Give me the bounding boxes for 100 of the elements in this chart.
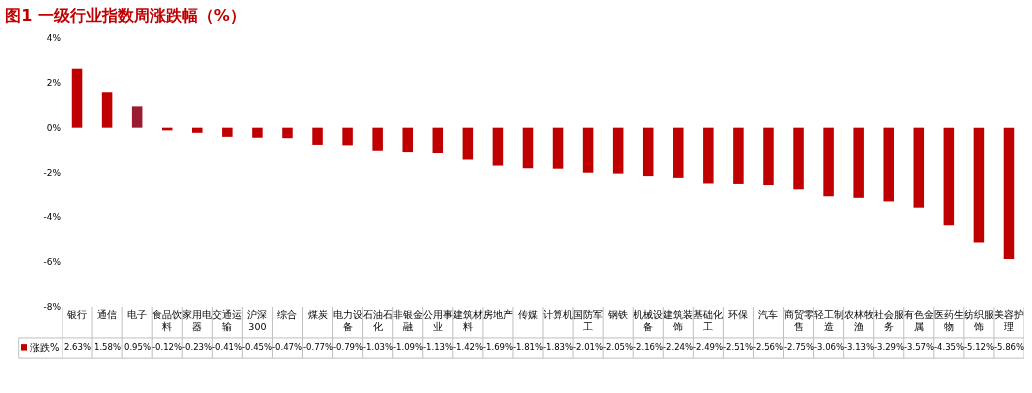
bar [432,127,444,153]
x-tick-label: 公用事业 [422,308,453,332]
x-tick-label: 食品饮料 [152,308,183,332]
bar [853,127,864,198]
bar [282,127,293,139]
x-tick-label: 医药生物 [933,308,964,332]
data-label: -5.86% [994,342,1025,352]
x-tick-label: 环保 [728,308,749,320]
bar [883,127,894,202]
bar [793,127,804,190]
x-tick-label: 基础化工 [693,308,724,332]
x-tick-label: 商贸零售 [783,308,814,332]
data-label: -2.49% [693,342,724,352]
data-label: -1.69% [483,342,514,352]
bar [402,127,413,153]
y-tick-label: -4% [43,212,62,223]
x-tick-label: 轻工制造 [813,308,844,332]
bar [101,92,113,128]
bar [372,127,383,151]
x-tick-label: 非银金融 [392,308,423,332]
data-label: -1.81% [513,342,544,352]
data-label: -0.45% [242,342,273,352]
bar [492,127,504,166]
y-tick-label: 0% [46,122,62,133]
data-label: -0.12% [152,342,183,352]
bar [582,127,594,173]
x-tick-label: 计算机 [543,308,574,320]
bar [252,127,263,138]
data-label: 0.95% [124,342,152,352]
legend-label: 涨跌% [30,342,60,353]
data-label: -1.83% [543,342,574,352]
bar [642,127,654,177]
data-label: -3.57% [904,342,935,352]
y-tick-label: 4% [46,33,62,44]
bar [462,127,474,160]
data-label: 2.63% [64,342,92,352]
bar [522,127,534,169]
x-tick-label: 汽车 [758,308,779,320]
data-label: -2.01% [573,342,604,352]
bar [733,127,744,184]
x-tick-label: 传媒 [517,308,538,320]
data-label: -1.09% [393,342,424,352]
data-label: -5.12% [964,342,995,352]
data-label: -1.03% [363,342,394,352]
x-tick-label: 房地产 [482,308,513,320]
bar [703,127,714,184]
bar [192,127,203,133]
data-label: -0.41% [212,342,243,352]
data-label: -2.05% [603,342,634,352]
x-tick-label: 有色金属 [903,308,934,332]
y-tick-label: -2% [43,167,62,178]
y-tick-label: 2% [46,77,62,88]
x-tick-label: 建筑材料 [451,308,483,332]
data-label: -4.35% [934,342,965,352]
y-tick-label: -6% [43,257,62,268]
x-tick-label: 美容护理 [993,308,1024,332]
data-label: -3.06% [814,342,845,352]
bar [943,127,955,226]
data-label: -3.13% [844,342,875,352]
bar [342,127,353,146]
x-tick-label: 钢铁 [607,308,629,320]
bar [913,127,925,208]
x-tick-label: 纺织服饰 [963,308,994,332]
bar [612,127,624,174]
x-tick-label: 国防军工 [573,308,604,332]
bar [673,127,684,178]
chart-title: 图1 一级行业指数周涨跌幅（%） [5,6,246,26]
x-tick-label: 机械设备 [633,308,664,332]
data-label: -0.79% [333,342,364,352]
bar [763,127,774,186]
data-label: -1.13% [423,342,454,352]
data-label: -2.56% [753,342,784,352]
bar [71,68,83,128]
x-tick-label: 银行 [66,308,88,320]
data-label: -2.16% [633,342,664,352]
data-label: -1.42% [453,342,484,352]
data-label: -0.77% [303,342,334,352]
x-tick-label: 社会服务 [873,308,904,332]
data-label: -0.47% [272,342,303,352]
bar [552,127,564,169]
data-label: -2.24% [663,342,694,352]
data-label: -2.75% [784,342,815,352]
x-tick-label: 电力设备 [332,308,363,332]
bar [1003,127,1015,260]
x-tick-label: 建筑装饰 [662,308,694,332]
bar [131,106,143,128]
x-tick-label: 交通运输 [212,308,243,332]
x-tick-label: 农林牧渔 [843,308,874,332]
x-tick-label: 家用电器 [182,308,213,332]
x-tick-label: 综合 [277,308,298,320]
x-tick-label: 沪深300 [247,308,268,332]
data-label: -0.23% [182,342,213,352]
x-tick-label: 电子 [127,308,148,320]
bar [973,127,985,243]
x-tick-label: 通信 [97,308,118,320]
bar [823,127,834,197]
bar [222,127,233,137]
x-tick-label: 煤炭 [307,308,328,320]
data-label: 1.58% [94,342,122,352]
bar [312,127,323,145]
